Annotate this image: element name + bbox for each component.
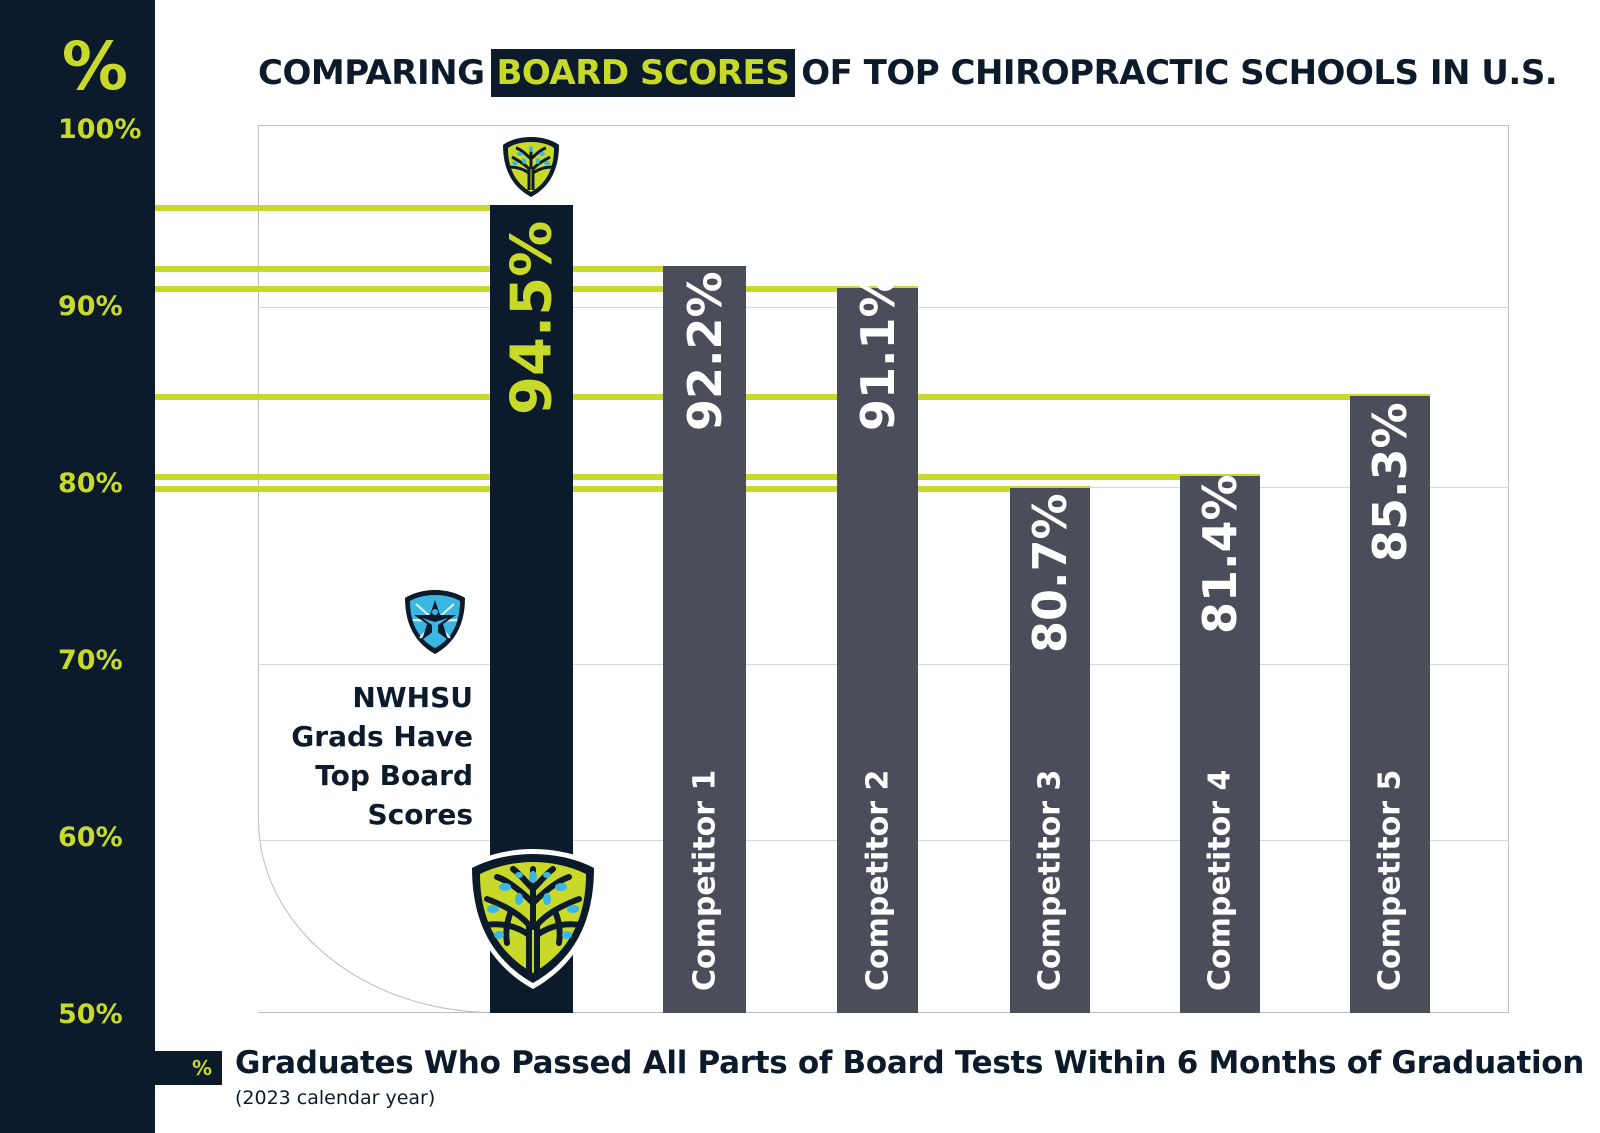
- annotation-line-1: NWHSU: [352, 681, 473, 714]
- y-tick-50: 50%: [58, 999, 123, 1030]
- ref-line-competitor-1: [155, 266, 663, 272]
- annotation-line-4: Scores: [367, 798, 473, 831]
- annotation-line-2: Grads Have: [291, 720, 473, 753]
- bar-competitor-2: 91.1% Competitor 2: [837, 271, 918, 1013]
- y-axis-sidebar: [0, 0, 155, 1133]
- ref-line-competitor-5: [155, 394, 1430, 400]
- bar-value-competitor-3: 80.7%: [1023, 493, 1077, 653]
- bar-value-competitor-1: 92.2%: [677, 271, 732, 431]
- bar-name-competitor-5: Competitor 5: [1372, 769, 1408, 991]
- bar-competitor-3: 80.7% Competitor 3: [1010, 488, 1090, 1013]
- bar-competitor-4: 81.4% Competitor 4: [1180, 474, 1260, 1013]
- unit-symbol: %: [61, 28, 129, 105]
- nwhsu-annotation: NWHSU Grads Have Top Board Scores: [260, 678, 473, 834]
- annotation-line-3: Top Board: [315, 759, 473, 792]
- y-tick-90: 90%: [58, 291, 123, 322]
- y-tick-80: 80%: [58, 468, 123, 499]
- bar-competitor-1: 92.2% Competitor 1: [663, 266, 746, 1013]
- title-prefix: COMPARING: [258, 53, 485, 93]
- title-suffix: OF TOP CHIROPRACTIC SCHOOLS IN U.S.: [801, 53, 1558, 93]
- footer-percent-tag: %: [155, 1051, 222, 1085]
- tree-crest-icon-small: [503, 137, 559, 197]
- bar-name-competitor-4: Competitor 4: [1202, 769, 1238, 991]
- bar-value-competitor-2: 91.1%: [850, 271, 905, 431]
- tree-crest-icon-large: [467, 849, 599, 989]
- y-tick-70: 70%: [58, 645, 123, 676]
- star-person-crest-icon: [405, 590, 465, 654]
- bar-name-competitor-3: Competitor 3: [1032, 769, 1068, 991]
- bar-name-competitor-2: Competitor 2: [860, 769, 895, 991]
- x-axis-title: Graduates Who Passed All Parts of Board …: [235, 1045, 1585, 1081]
- y-tick-60: 60%: [58, 822, 123, 853]
- bar-value-competitor-4: 81.4%: [1193, 474, 1247, 634]
- ref-line-nwhsu: [155, 205, 490, 211]
- chart-title: COMPARING BOARD SCORES OF TOP CHIROPRACT…: [258, 46, 1558, 100]
- x-axis-subtitle: (2023 calendar year): [235, 1087, 436, 1109]
- title-highlight: BOARD SCORES: [490, 49, 796, 97]
- bar-competitor-5: 85.3% Competitor 5: [1350, 396, 1430, 1013]
- y-tick-100: 100%: [58, 114, 142, 145]
- bar-name-competitor-1: Competitor 1: [687, 769, 722, 991]
- bar-value-competitor-5: 85.3%: [1363, 402, 1417, 562]
- ref-line-competitor-3: [155, 486, 1090, 492]
- bar-value-nwhsu: 94.5%: [499, 220, 564, 415]
